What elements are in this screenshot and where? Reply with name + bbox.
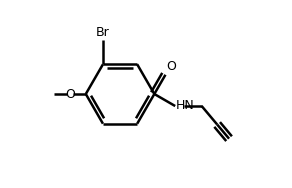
Text: Br: Br — [96, 26, 110, 39]
Text: HN: HN — [176, 99, 195, 112]
Text: O: O — [65, 87, 75, 101]
Text: O: O — [166, 60, 176, 73]
